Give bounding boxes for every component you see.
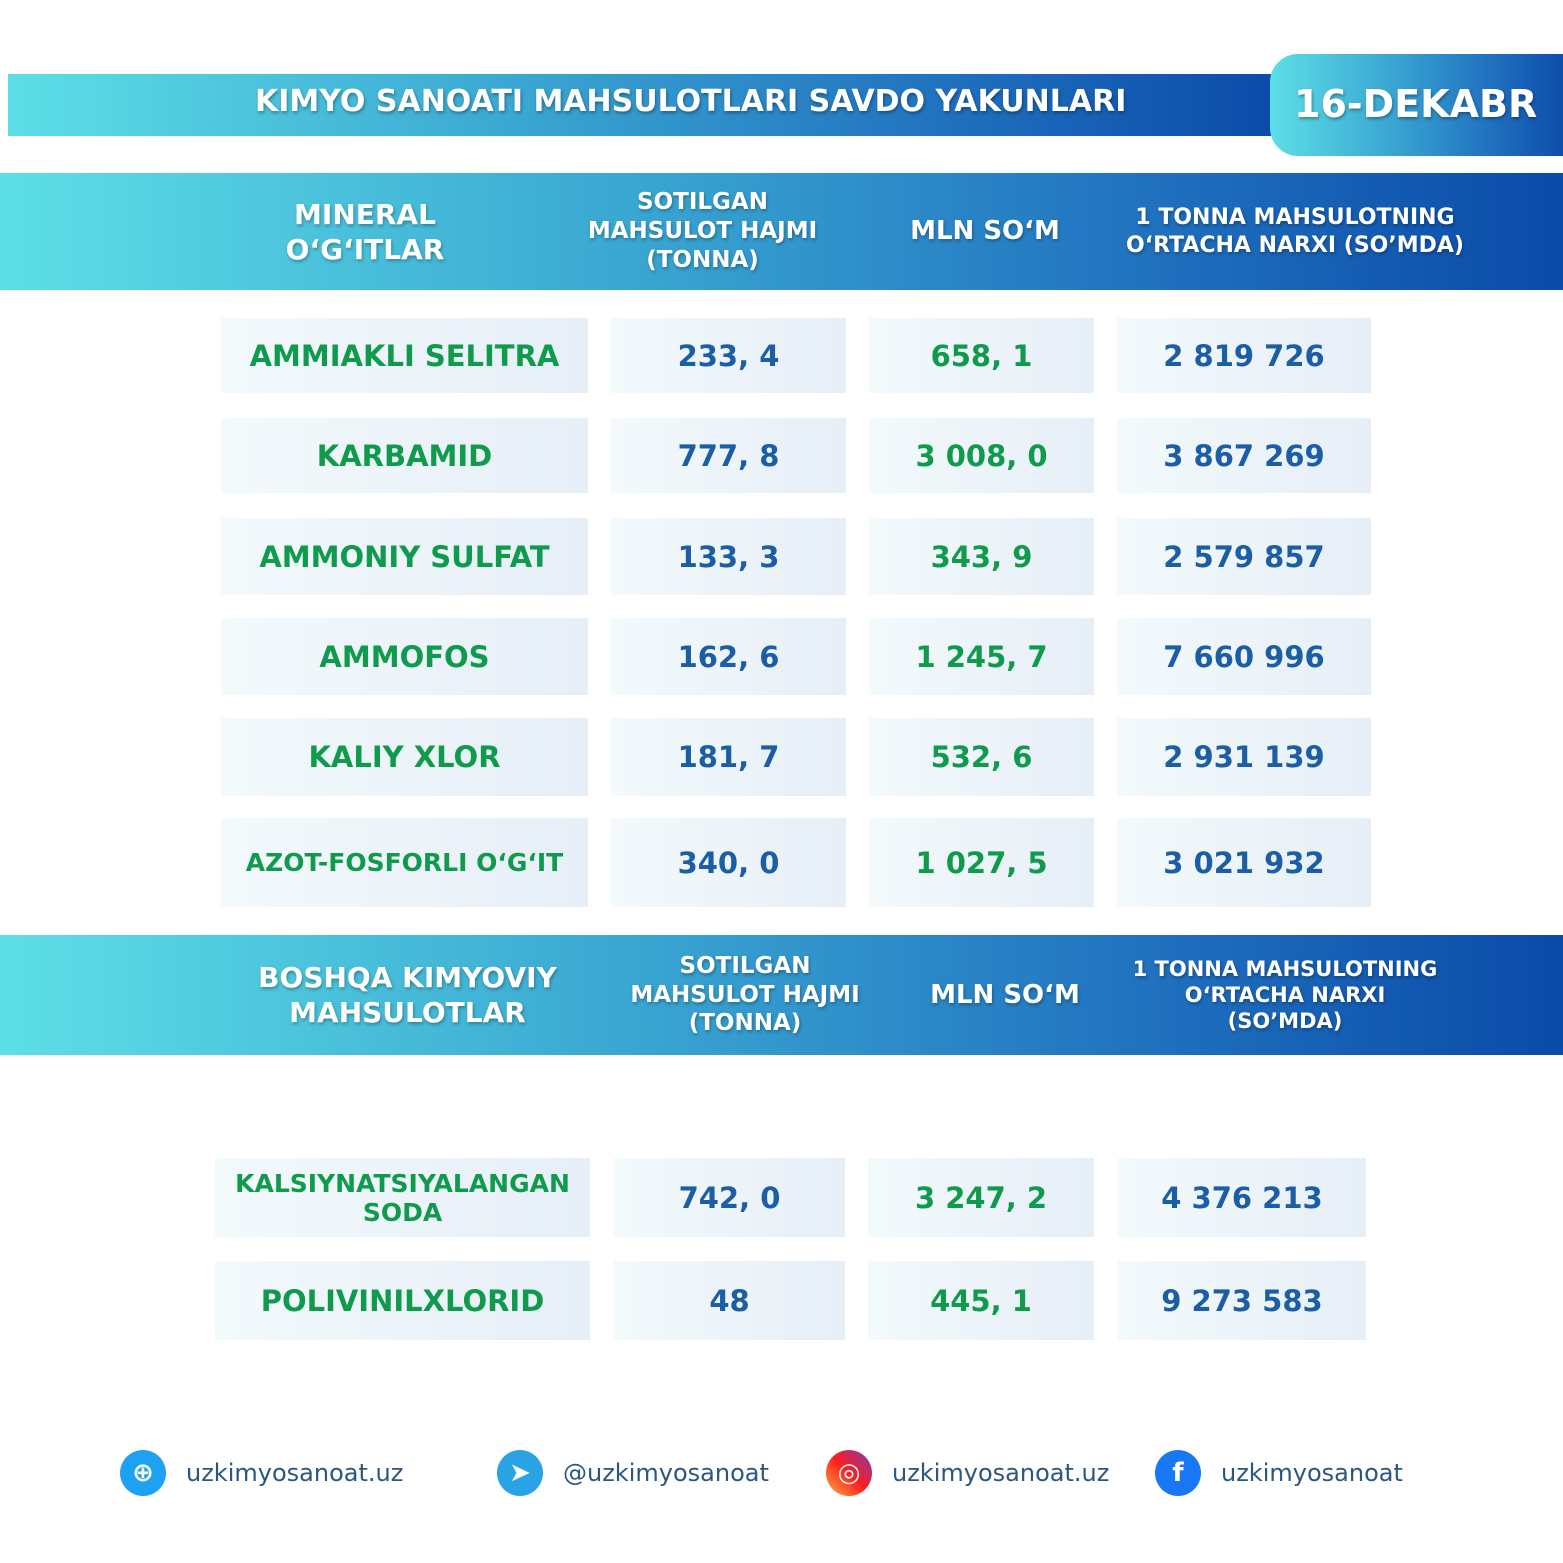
cell-avg-price: 4 376 213 xyxy=(1118,1158,1366,1237)
footer-link-telegram[interactable]: ➤ @uzkimyosanoat xyxy=(497,1450,769,1496)
header-volume: SOTILGAN MAHSULOT HAJMI (TONNA) xyxy=(587,189,818,273)
cell-avg-price: 7 660 996 xyxy=(1117,618,1371,695)
cell-avg-price: 2 931 139 xyxy=(1117,718,1371,796)
globe-icon: ⊕ xyxy=(120,1450,166,1496)
cell-mln-som: 532, 6 xyxy=(869,718,1094,796)
instagram-icon: ◎ xyxy=(826,1450,872,1496)
header-price: 1 TONNA MAHSULOTNING O‘RTACHA NARXI (SO’… xyxy=(1126,205,1464,258)
cell-sold-volume: 742, 0 xyxy=(614,1158,845,1237)
cell-product-name: POLIVINILXLORID xyxy=(215,1261,590,1340)
footer-link-facebook[interactable]: f uzkimyosanoat xyxy=(1155,1450,1403,1496)
cell-product-name: AMMOFOS xyxy=(221,618,588,695)
cell-sold-volume: 162, 6 xyxy=(611,618,846,695)
cell-avg-price: 2 579 857 xyxy=(1117,518,1371,595)
cell-mln-som: 3 247, 2 xyxy=(868,1158,1094,1237)
cell-sold-volume: 340, 0 xyxy=(611,818,846,907)
cell-product-name: KALIY XLOR xyxy=(221,718,588,796)
cell-mln-som: 3 008, 0 xyxy=(869,418,1094,493)
title-banner xyxy=(8,74,1283,136)
cell-product-name: KARBAMID xyxy=(221,418,588,493)
cell-avg-price: 3 021 932 xyxy=(1117,818,1371,907)
cell-product-name: AZOT-FOSFORLI O‘G‘IT xyxy=(221,818,588,907)
other-header-bar: BOSHQA KIMYOVIY MAHSULOTLAR SOTILGAN MAH… xyxy=(0,935,1563,1055)
cell-avg-price: 9 273 583 xyxy=(1118,1261,1366,1340)
cell-sold-volume: 133, 3 xyxy=(611,518,846,595)
footer-text: uzkimyosanoat xyxy=(1221,1459,1403,1487)
cell-avg-price: 2 819 726 xyxy=(1117,318,1371,393)
cell-mln-som: 1 245, 7 xyxy=(869,618,1094,695)
cell-sold-volume: 233, 4 xyxy=(611,318,846,393)
header-mineral: MINERAL O‘G‘ITLAR xyxy=(285,197,445,266)
footer-link-instagram[interactable]: ◎ uzkimyosanoat.uz xyxy=(826,1450,1109,1496)
footer-text: @uzkimyosanoat xyxy=(563,1459,769,1487)
header-price: 1 TONNA MAHSULOTNING O‘RTACHA NARXI (SO’… xyxy=(1132,956,1438,1034)
header-mln: MLN SO‘M xyxy=(910,216,1060,247)
cell-product-name: KALSIYNATSIYALANGAN SODA xyxy=(215,1158,590,1237)
mineral-header-bar: MINERAL O‘G‘ITLAR SOTILGAN MAHSULOT HAJM… xyxy=(0,173,1563,290)
cell-product-name: AMMONIY SULFAT xyxy=(221,518,588,595)
header-volume: SOTILGAN MAHSULOT HAJMI (TONNA) xyxy=(630,952,860,1037)
cell-mln-som: 343, 9 xyxy=(869,518,1094,595)
header-mln: MLN SO‘M xyxy=(930,979,1080,1010)
cell-sold-volume: 48 xyxy=(614,1261,845,1340)
cell-mln-som: 1 027, 5 xyxy=(869,818,1094,907)
cell-mln-som: 658, 1 xyxy=(869,318,1094,393)
date-label: 16-DEKABR xyxy=(1294,82,1538,126)
date-tab xyxy=(1270,54,1563,156)
telegram-icon: ➤ xyxy=(497,1450,543,1496)
cell-product-name: AMMIAKLI SELITRA xyxy=(221,318,588,393)
footer-link-globe[interactable]: ⊕ uzkimyosanoat.uz xyxy=(120,1450,403,1496)
header-other: BOSHQA KIMYOVIY MAHSULOTLAR xyxy=(258,961,557,1029)
cell-mln-som: 445, 1 xyxy=(868,1261,1094,1340)
facebook-icon: f xyxy=(1155,1450,1201,1496)
cell-sold-volume: 181, 7 xyxy=(611,718,846,796)
page-title: KIMYO SANOATI MAHSULOTLARI SAVDO YAKUNLA… xyxy=(255,84,1127,119)
cell-sold-volume: 777, 8 xyxy=(611,418,846,493)
footer-text: uzkimyosanoat.uz xyxy=(186,1459,404,1487)
footer-text: uzkimyosanoat.uz xyxy=(892,1459,1110,1487)
cell-avg-price: 3 867 269 xyxy=(1117,418,1371,493)
